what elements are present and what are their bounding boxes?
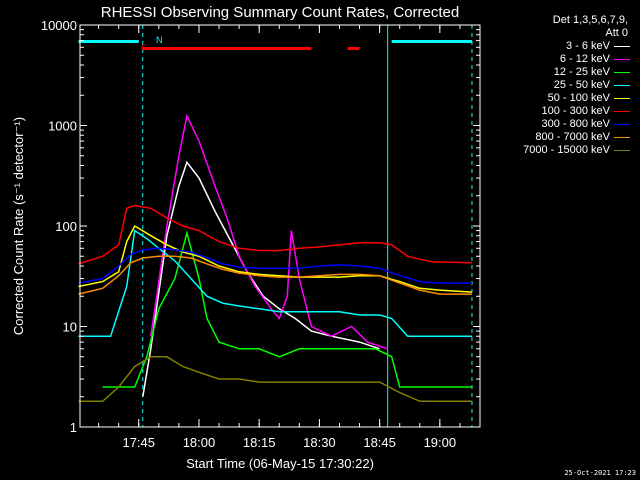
legend-entry: 6 - 12 keV xyxy=(484,53,636,66)
legend-swatch xyxy=(614,111,630,112)
y-tick-label: 100 xyxy=(55,219,77,234)
legend-swatch xyxy=(614,72,630,73)
x-tick-label: 18:30 xyxy=(303,435,336,450)
night-flag: N xyxy=(156,35,163,45)
series-line-6 xyxy=(78,247,472,284)
legend-entry: 50 - 100 keV xyxy=(484,92,636,105)
x-tick-label: 18:15 xyxy=(243,435,276,450)
x-tick-label: 18:00 xyxy=(183,435,216,450)
date-stamp: 25-Oct-2021 17:23 xyxy=(564,469,636,477)
x-axis-label: Start Time (06-May-15 17:30:22) xyxy=(186,456,374,471)
y-tick-label: 10000 xyxy=(41,18,77,33)
series-line-2 xyxy=(102,230,472,388)
legend-label: 100 - 300 keV xyxy=(541,105,611,117)
legend-entry: 25 - 50 keV xyxy=(484,79,636,92)
legend-header-1: Det 1,3,5,6,7,9, xyxy=(552,14,628,26)
chart-title: RHESSI Observing Summary Count Rates, Co… xyxy=(101,4,459,21)
legend-label: 3 - 6 keV xyxy=(565,40,610,52)
legend-entry: 7000 - 15000 keV xyxy=(484,144,636,157)
attenuator-bar xyxy=(142,47,312,50)
flare-flag: F xyxy=(141,43,147,53)
legend-swatch xyxy=(614,46,630,47)
legend-swatch xyxy=(614,85,630,86)
legend: Det 1,3,5,6,7,9, Att 0 3 - 6 keV 6 - 12 k… xyxy=(484,14,636,157)
series-layer xyxy=(78,113,473,403)
x-tick-label: 19:00 xyxy=(424,435,457,450)
plot-frame xyxy=(79,24,481,428)
legend-swatch xyxy=(614,137,630,138)
series-line-3 xyxy=(78,229,472,337)
legend-label: 50 - 100 keV xyxy=(547,92,610,104)
series-line-0 xyxy=(142,160,380,397)
legend-label: 800 - 7000 keV xyxy=(535,131,610,143)
legend-label: 6 - 12 keV xyxy=(559,53,610,65)
legend-label: 300 - 800 keV xyxy=(541,118,611,130)
legend-swatch xyxy=(614,59,630,60)
night-bar xyxy=(78,40,139,43)
status-bars xyxy=(78,40,472,50)
legend-header-2: Att 0 xyxy=(605,27,628,39)
y-tick-label: 1 xyxy=(70,420,77,435)
x-tick-label: 18:45 xyxy=(363,435,396,450)
x-tick-label: 17:45 xyxy=(122,435,155,450)
legend-label: 25 - 50 keV xyxy=(553,79,610,91)
legend-swatch xyxy=(614,150,630,151)
y-axis-label: Corrected Count Rate (s⁻¹ detector⁻¹) xyxy=(11,117,26,335)
y-tick-label: 1000 xyxy=(48,119,77,134)
legend-swatch xyxy=(614,98,630,99)
legend-entry: 3 - 6 keV xyxy=(484,40,636,53)
series-line-8 xyxy=(78,356,472,403)
attenuator-bar xyxy=(347,47,360,50)
night-bar xyxy=(391,40,472,43)
y-tick-label: 10 xyxy=(63,320,77,335)
axes: 1 10 100 1000 10000 17:45 18:00 18:15 18:30 18:45… xyxy=(41,18,481,450)
legend-entry: 800 - 7000 keV xyxy=(484,131,636,144)
series-line-4 xyxy=(78,224,473,293)
legend-label: 7000 - 15000 keV xyxy=(523,144,610,156)
series-line-7 xyxy=(78,255,472,295)
legend-entry: 100 - 300 keV xyxy=(484,105,636,118)
legend-swatch xyxy=(614,124,630,125)
legend-label: 12 - 25 keV xyxy=(553,66,610,78)
series-line-1 xyxy=(150,113,388,350)
legend-entry: 300 - 800 keV xyxy=(484,118,636,131)
legend-entry: 12 - 25 keV xyxy=(484,66,636,79)
series-line-5 xyxy=(78,204,473,265)
